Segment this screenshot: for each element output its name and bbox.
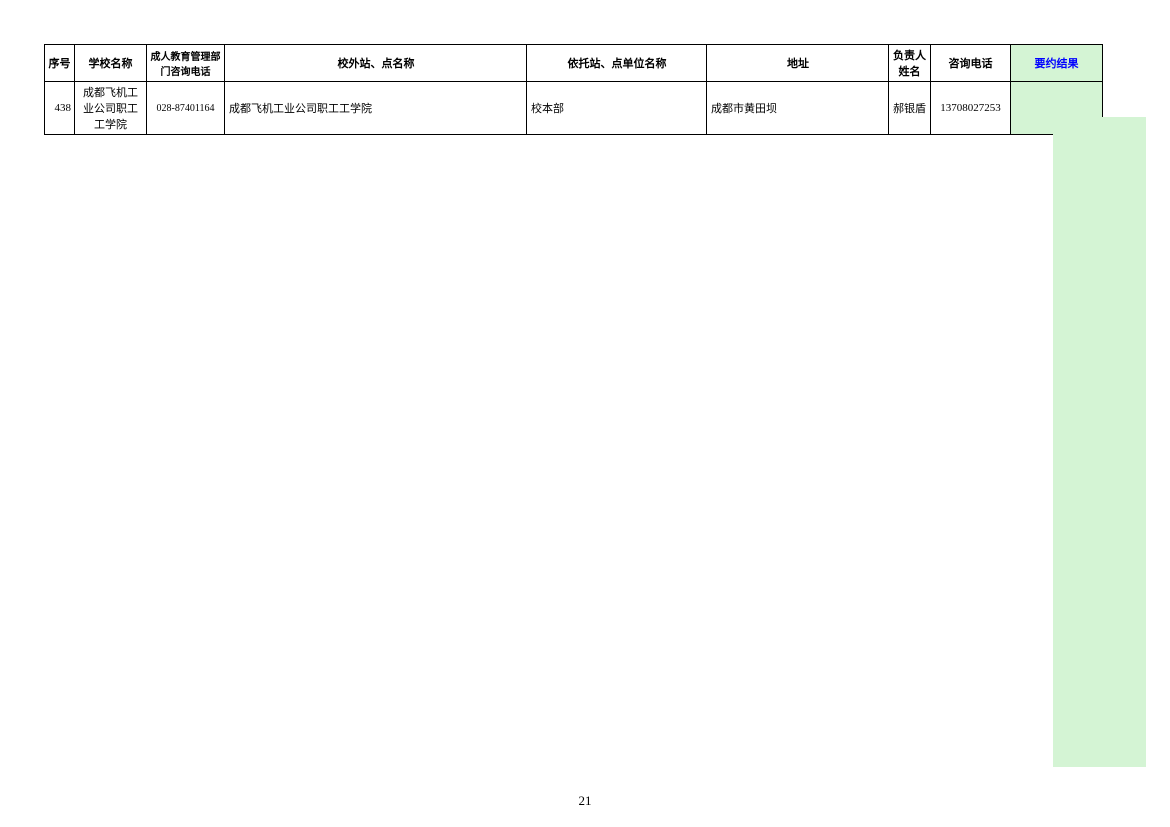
cell-phone: 13708027253	[931, 82, 1011, 135]
cell-person: 郝银盾	[889, 82, 931, 135]
data-table: 序号 学校名称 成人教育管理部门咨询电话 校外站、点名称 依托站、点单位名称 地…	[44, 44, 1103, 135]
header-row: 序号 学校名称 成人教育管理部门咨询电话 校外站、点名称 依托站、点单位名称 地…	[45, 45, 1103, 82]
header-station-name: 校外站、点名称	[225, 45, 527, 82]
cell-station-name: 成都飞机工业公司职工工学院	[225, 82, 527, 135]
header-edu-phone: 成人教育管理部门咨询电话	[147, 45, 225, 82]
page-container: 序号 学校名称 成人教育管理部门咨询电话 校外站、点名称 依托站、点单位名称 地…	[0, 0, 1170, 827]
table-body: 438 成都飞机工业公司职工工学院 028-87401164 成都飞机工业公司职…	[45, 82, 1103, 135]
header-result: 要约结果	[1011, 45, 1103, 82]
table-header: 序号 学校名称 成人教育管理部门咨询电话 校外站、点名称 依托站、点单位名称 地…	[45, 45, 1103, 82]
cell-unit-name: 校本部	[527, 82, 707, 135]
header-address: 地址	[707, 45, 889, 82]
cell-edu-phone: 028-87401164	[147, 82, 225, 135]
page-number: 21	[579, 793, 592, 809]
green-strip	[1053, 117, 1146, 767]
header-person: 负责人姓名	[889, 45, 931, 82]
cell-school: 成都飞机工业公司职工工学院	[75, 82, 147, 135]
table-wrapper: 序号 学校名称 成人教育管理部门咨询电话 校外站、点名称 依托站、点单位名称 地…	[44, 44, 1103, 135]
header-school: 学校名称	[75, 45, 147, 82]
table-row: 438 成都飞机工业公司职工工学院 028-87401164 成都飞机工业公司职…	[45, 82, 1103, 135]
cell-address: 成都市黄田坝	[707, 82, 889, 135]
header-phone: 咨询电话	[931, 45, 1011, 82]
cell-seq: 438	[45, 82, 75, 135]
header-seq: 序号	[45, 45, 75, 82]
header-unit-name: 依托站、点单位名称	[527, 45, 707, 82]
